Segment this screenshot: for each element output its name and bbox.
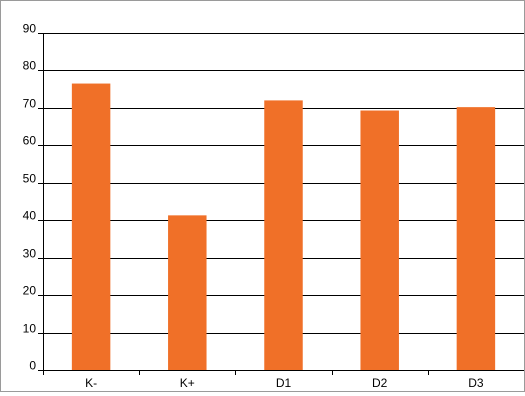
x-tick-label: K- — [85, 376, 97, 390]
y-tick-label: 30 — [23, 247, 37, 261]
y-tick-label: 70 — [23, 97, 37, 111]
y-tick-label: 0 — [29, 359, 36, 373]
bar-K- — [71, 83, 111, 371]
x-tick-label: K+ — [180, 376, 195, 390]
y-tick-label: 10 — [23, 322, 37, 336]
bar-D2 — [360, 110, 399, 370]
bar-D3 — [456, 107, 496, 370]
y-tick-label: 80 — [23, 59, 37, 73]
x-tick-label: D1 — [276, 376, 292, 390]
bars — [71, 83, 496, 371]
y-tick-label: 40 — [23, 209, 37, 223]
bar-K+ — [168, 215, 207, 370]
tick-labels: 0 10 20 30 40 50 60 70 80 90 K- K+ D1 D2 D3 — [23, 22, 484, 391]
bar-D1 — [264, 100, 303, 371]
axes — [38, 33, 524, 375]
y-tick-label: 60 — [23, 134, 37, 148]
y-tick-label: 50 — [23, 172, 37, 186]
x-tick-label: D3 — [468, 376, 484, 390]
x-tick-label: D2 — [372, 376, 388, 390]
y-tick-label: 20 — [23, 284, 37, 298]
y-tick-label: 90 — [23, 22, 37, 36]
